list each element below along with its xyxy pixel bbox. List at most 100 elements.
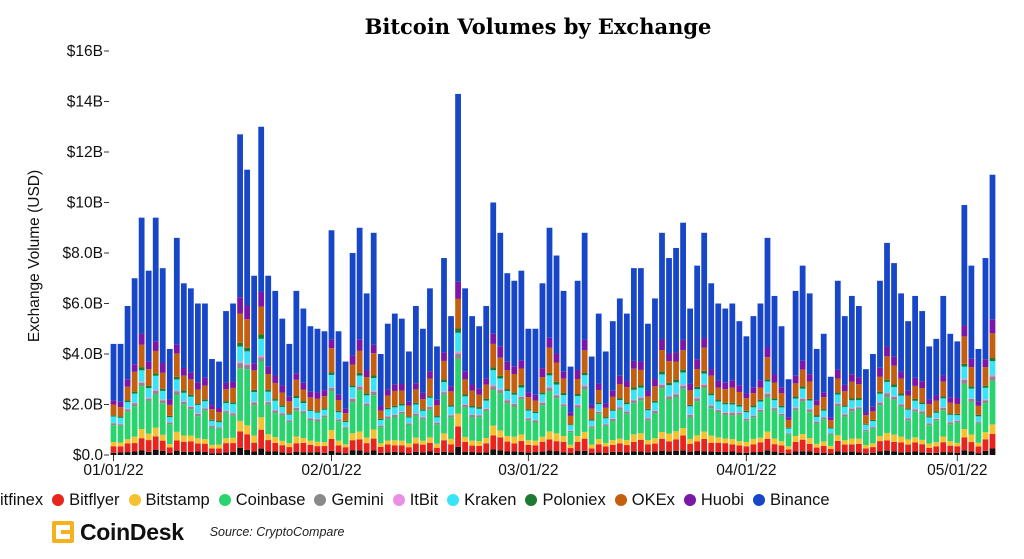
bar-segment-itbit	[258, 355, 265, 358]
bar-segment-kraken	[398, 405, 405, 412]
bar-segment-coinbase	[455, 358, 461, 414]
bar-segment-coinbase	[209, 427, 215, 445]
bar-segment-poloniex	[328, 372, 335, 375]
legend-swatch	[614, 494, 627, 506]
bar-segment-bitfinex	[230, 451, 236, 455]
bar-segment-bitfinex	[209, 453, 215, 455]
bar-segment-binance	[131, 278, 138, 365]
bar-68	[581, 232, 588, 455]
bar-segment-poloniex	[792, 396, 799, 399]
bar-segment-huobi	[145, 361, 152, 370]
bar-segment-poloniex	[715, 399, 722, 402]
bar-segment-binance	[919, 311, 926, 382]
bar-segment-itbit	[982, 399, 989, 401]
bar-segment-okex	[244, 319, 251, 348]
bar-segment-coinbase	[785, 434, 792, 447]
bar-23	[265, 275, 272, 455]
bar-segment-okex	[363, 377, 370, 394]
bar-11	[180, 283, 187, 455]
bar-segment-bitfinex	[905, 452, 911, 455]
bar-segment-bitstamp	[293, 436, 300, 444]
bar-segment-bitflyer	[827, 449, 834, 454]
bar-segment-kraken	[152, 375, 159, 390]
bar-segment-gemini	[827, 433, 834, 435]
bar-66	[567, 366, 574, 455]
bar-segment-bitflyer	[462, 441, 468, 452]
bar-segment-coinbase	[595, 413, 602, 439]
bar-segment-bitfinex	[841, 452, 848, 455]
bar-segment-itbit	[961, 378, 968, 380]
bar-segment-gemini	[216, 427, 222, 429]
bar-segment-gemini	[743, 418, 750, 421]
bar-112	[891, 263, 897, 455]
bar-91	[743, 336, 750, 455]
bar-segment-binance	[145, 270, 152, 362]
bar-segment-bitflyer	[187, 441, 194, 452]
bar-segment-binance	[110, 343, 117, 401]
bar-segment-binance	[441, 258, 447, 353]
bar-segment-gemini	[919, 411, 926, 414]
bar-segment-bitfinex	[623, 452, 630, 455]
bar-segment-okex	[532, 400, 539, 412]
bar-segment-kraken	[933, 412, 940, 419]
bar-segment-bitstamp	[856, 438, 862, 444]
bar-segment-itbit	[652, 410, 658, 412]
bar-segment-bitflyer	[265, 440, 272, 452]
legend-label: Bitstamp	[145, 490, 210, 509]
bar-40	[384, 323, 391, 455]
y-tick-label: $10B	[67, 195, 103, 212]
bar-segment-bitfinex	[321, 452, 328, 455]
bar-segment-gemini	[680, 385, 686, 389]
bar-segment-coinbase	[504, 403, 511, 436]
bar-segment-gemini	[237, 363, 243, 369]
bar-segment-huobi	[349, 355, 356, 365]
bar-segment-binance	[715, 303, 722, 381]
bar-segment-bitflyer	[342, 447, 349, 454]
bar-segment-itbit	[870, 426, 876, 428]
bar-segment-coinbase	[877, 405, 883, 437]
bar-segment-kraken	[124, 402, 131, 409]
bar-segment-gemini	[110, 423, 117, 426]
bar-segment-huobi	[476, 388, 483, 395]
coindesk-logo-icon	[52, 521, 74, 543]
bar-segment-itbit	[666, 395, 672, 397]
bar-segment-gemini	[616, 407, 623, 410]
bar-segment-okex	[349, 364, 356, 386]
bar-segment-bitstamp	[912, 437, 919, 443]
bar-segment-poloniex	[117, 416, 124, 418]
bar-37	[363, 293, 370, 455]
bar-segment-itbit	[905, 417, 911, 419]
bar-segment-bitflyer	[476, 445, 483, 453]
bar-segment-itbit	[771, 407, 778, 409]
bar-segment-bitstamp	[616, 438, 623, 444]
bar-segment-binance	[982, 258, 989, 360]
bar-segment-gemini	[265, 402, 272, 405]
bar-segment-gemini	[539, 402, 546, 406]
bar-segment-okex	[131, 371, 138, 392]
bar-segment-poloniex	[398, 403, 405, 406]
bar-segment-bitstamp	[328, 430, 335, 439]
bar-segment-itbit	[694, 397, 701, 399]
bar-segment-huobi	[363, 370, 370, 378]
bar-segment-bitfinex	[202, 452, 208, 455]
bar-segment-okex	[884, 356, 890, 380]
bar-segment-bitfinex	[673, 450, 679, 455]
bar-segment-bitfinex	[265, 451, 272, 455]
bar-segment-itbit	[110, 422, 117, 424]
bar-segment-bitfinex	[722, 452, 729, 455]
bar-segment-bitfinex	[574, 451, 581, 455]
bar-segment-kraken	[195, 404, 201, 413]
bar-segment-bitflyer	[307, 444, 314, 453]
bar-segment-bitstamp	[434, 443, 440, 448]
bar-segment-coinbase	[124, 411, 131, 440]
bar-segment-huobi	[223, 382, 229, 390]
bar-segment-huobi	[202, 377, 208, 386]
bar-segment-poloniex	[574, 393, 581, 396]
bar-20	[244, 169, 251, 455]
bar-segment-kraken	[279, 406, 286, 413]
bar-10	[173, 237, 180, 455]
bar-segment-gemini	[820, 417, 827, 420]
bar-segment-itbit	[152, 389, 159, 391]
bar-segment-bitstamp	[441, 433, 447, 441]
bar-segment-poloniex	[314, 411, 321, 413]
